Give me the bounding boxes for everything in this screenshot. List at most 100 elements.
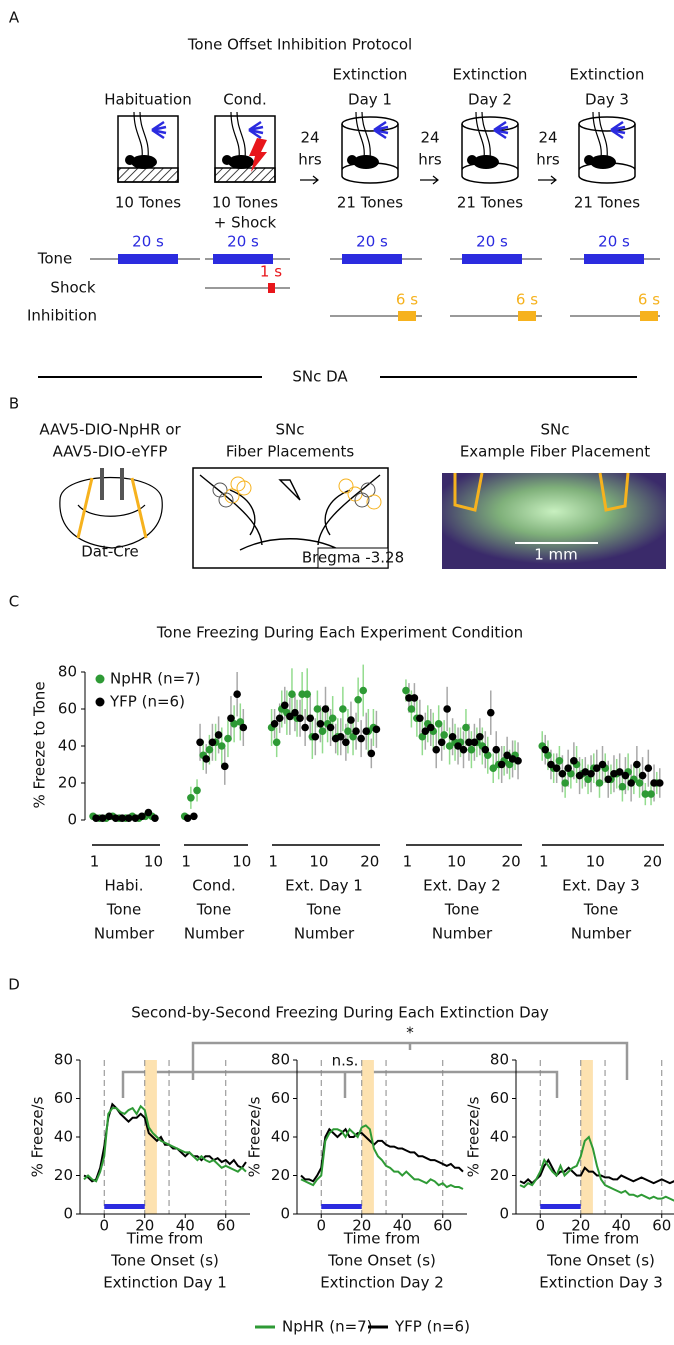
dot [151,814,159,822]
y-tick-label: 40 [58,737,77,755]
row-label: Shock [50,279,95,297]
dot [205,745,214,754]
dot [311,732,320,741]
dot [405,694,413,702]
line-series [300,1127,464,1183]
panel-label: C [9,593,19,611]
x-tick-label: 40 [393,1217,412,1235]
dot [214,731,223,739]
x-axis-label: Tone [306,901,342,919]
dot [359,686,368,695]
caption: SNc [276,421,305,439]
chart-subtitle: Extinction Day 2 [320,1274,444,1292]
dot [558,769,567,778]
interval: 24 [300,129,319,147]
light-cone [493,120,509,140]
caption: Fiber Placements [226,443,354,461]
dot [555,757,564,765]
x-tick-label: 0 [99,1217,109,1235]
inhibition-window [361,1060,374,1214]
x-tick-label: 0 [316,1217,326,1235]
caption: AAV5-DIO-NpHR or [39,421,181,439]
x-axis-label: Tone [444,901,480,919]
dot [344,727,352,735]
x-tick-label: 10 [447,853,466,871]
dot [650,779,658,787]
y-tick-label: 20 [490,1166,509,1184]
x-tick-label: 40 [612,1217,631,1235]
x-axis-label: Time from [343,1230,420,1248]
x-tick-label: 1 [268,853,278,871]
dot [349,732,357,741]
dot [604,775,613,784]
placement [218,492,234,508]
stage-name: Cond. [223,91,266,109]
tone-bar [104,1204,145,1209]
dot [272,738,281,747]
dot [647,790,655,798]
inhibition-bar [518,311,536,321]
chart-title: Tone Freezing During Each Experiment Con… [156,624,523,642]
x-axis-label: Habi. [105,877,144,895]
dot [220,762,229,771]
dot [208,738,217,747]
dot [318,727,327,735]
y-tick-label: 20 [58,774,77,792]
dot [118,814,127,822]
dot [306,714,315,723]
inhibition-window [144,1060,157,1214]
x-tick-label: 60 [216,1217,235,1235]
dot [587,769,595,778]
x-axis-label: Tone [583,901,619,919]
dot [418,732,427,741]
x-tick-label: 0 [535,1217,545,1235]
dot [448,732,457,741]
row-label: Tone [37,250,73,268]
stage-name: Extinction [570,66,645,84]
dot [111,814,120,822]
dot [503,751,511,760]
fiber [130,477,148,539]
dot [230,720,238,728]
tone-count: 21 Tones [574,194,640,212]
injector [100,468,124,500]
x-tick-label: 40 [176,1217,195,1235]
x-tick-label: 20 [643,853,662,871]
mouse-body [353,155,379,169]
dot [465,738,473,747]
fiber-cable [475,111,491,159]
x-axis-label: Number [94,925,155,943]
x-tick-label: 1 [181,853,191,871]
x-axis-label: Tone Onset (s) [546,1252,655,1270]
dot [291,708,299,717]
dot [486,708,495,717]
legend-label: YFP (n=6) [394,1318,470,1336]
dot [618,782,627,791]
legend-marker [95,697,105,707]
dot [196,738,204,747]
mouse-body [590,155,616,169]
caption: AAV5-DIO-eYFP [53,443,168,461]
placement [354,492,370,508]
dot [372,725,381,734]
duration: 6 s [396,291,418,309]
x-tick-label: 20 [571,1217,590,1235]
x-axis-label: Number [294,925,355,943]
dot [328,714,337,723]
mouse-head [347,155,357,165]
tone-bar [321,1204,362,1209]
dot [541,745,550,754]
dot [301,723,309,732]
y-tick-label: 80 [54,1051,73,1069]
dot [105,812,113,821]
dot [275,714,284,723]
interval: hrs [298,151,322,169]
dot [416,714,424,723]
tone-count: 10 Tones [212,194,278,212]
y-tick-label: 20 [271,1166,290,1184]
caption: 1 mm [534,546,578,564]
grid-floor [117,167,179,183]
tone-count: 21 Tones [337,194,403,212]
arrow [538,175,557,185]
